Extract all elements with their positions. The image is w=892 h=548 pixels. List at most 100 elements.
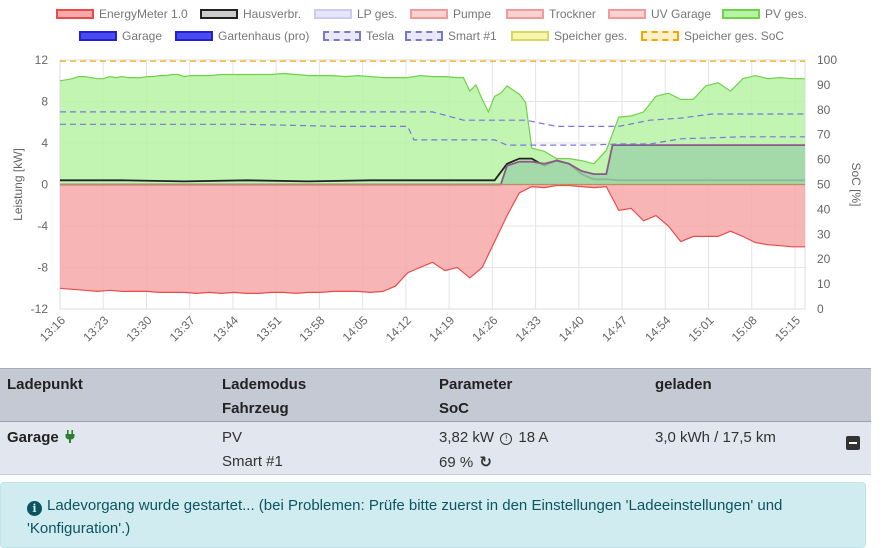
header-parameter: Parameter — [439, 376, 513, 393]
header-lademodus: Lademodus — [222, 376, 307, 393]
legend-item-energymeter-1-0[interactable]: EnergyMeter 1.0 — [56, 7, 188, 21]
x-tick-label: 14:40 — [556, 313, 587, 344]
x-tick-label: 15:08 — [729, 313, 760, 344]
power-chart: EnergyMeter 1.0 Hausverbr. LP ges. Pumpe Tro… — [11, 7, 863, 344]
legend-swatch — [722, 9, 760, 19]
soc-cell: 69 % ↻ — [439, 453, 492, 471]
x-tick-label: 13:30 — [123, 313, 154, 344]
legend-label: Pumpe — [453, 7, 492, 21]
soc-value: 69 % — [439, 454, 474, 471]
header-fahrzeug: Fahrzeug — [222, 400, 289, 417]
series-pv-ges-line — [59, 72, 805, 165]
legend-swatch — [175, 31, 213, 41]
x-tick-label: 14:47 — [599, 313, 630, 344]
x-tick-label: 13:37 — [167, 313, 198, 344]
y-tick-label: 0 — [41, 178, 48, 192]
info-icon: i — [27, 501, 42, 516]
vehicle-name[interactable]: Smart #1 — [222, 453, 283, 470]
legend-item-speicher-ges[interactable]: Speicher ges. — [511, 29, 627, 43]
legend-swatch — [79, 31, 117, 41]
legend-label: Hausverbr. — [243, 7, 302, 21]
header-soc: SoC — [439, 400, 469, 417]
legend-label: Smart #1 — [448, 29, 497, 43]
legend-item-pumpe[interactable]: Pumpe — [410, 7, 491, 21]
legend-label: Garage — [122, 29, 163, 43]
x-tick-label: 13:16 — [37, 313, 68, 344]
x-tick-label: 13:23 — [80, 313, 111, 344]
legend-item-lp-ges[interactable]: LP ges. — [314, 7, 397, 21]
y-right-tick-label: 70 — [817, 128, 831, 142]
legend-label: Trockner — [549, 7, 596, 21]
y-right-tick-label: 50 — [817, 178, 831, 192]
y-right-tick-label: 100 — [817, 53, 837, 67]
charge-power: 3,82 kW — [439, 429, 495, 446]
series-energymeter-1-0-line — [59, 184, 805, 295]
x-tick-label: 15:15 — [772, 313, 803, 344]
x-tick-label: 15:01 — [686, 313, 717, 344]
x-tick-label: 13:44 — [210, 313, 241, 344]
legend-label: Gartenhaus (pro) — [218, 29, 310, 43]
collapse-button[interactable] — [846, 436, 860, 450]
y-right-axis-label: SoC [%] — [849, 162, 863, 206]
y-right-tick-label: 30 — [817, 227, 831, 241]
y-right-tick-label: 60 — [817, 153, 831, 167]
legend-swatch — [405, 31, 443, 41]
legend-item-speicher-ges-soc[interactable]: Speicher ges. SoC — [641, 29, 784, 43]
legend-item-gartenhaus-pro[interactable]: Gartenhaus (pro) — [175, 29, 309, 43]
x-tick-label: 14:26 — [469, 313, 500, 344]
legend-swatch — [314, 9, 352, 19]
legend-item-garage[interactable]: Garage — [79, 29, 162, 43]
legend-label: Speicher ges. SoC — [684, 29, 785, 43]
y-right-tick-label: 40 — [817, 202, 831, 216]
y-right-tick-label: 0 — [817, 302, 824, 316]
table-row: Garage PV Smart #1 3,82 kW ! 18 A 69 % ↻… — [0, 422, 871, 475]
table-header: Ladepunkt Lademodus Fahrzeug Parameter S… — [0, 368, 871, 422]
x-tick-label: 14:19 — [426, 313, 457, 344]
legend-swatch — [506, 9, 544, 19]
legend-item-pv-ges[interactable]: PV ges. — [722, 7, 807, 21]
legend-label: LP ges. — [357, 7, 398, 21]
chargepoint-table: Ladepunkt Lademodus Fahrzeug Parameter S… — [0, 368, 871, 475]
legend-swatch — [410, 9, 448, 19]
alert-message: Ladevorgang wurde gestartet... (bei Prob… — [27, 497, 783, 537]
chargepoint-name-cell: Garage — [7, 429, 75, 446]
legend-swatch — [511, 31, 549, 41]
charge-current: 18 A — [518, 429, 549, 446]
legend-swatch — [608, 9, 646, 19]
plug-icon — [65, 430, 75, 443]
y-tick-label: 8 — [41, 95, 48, 109]
x-tick-label: 13:51 — [253, 313, 284, 344]
charge-mode[interactable]: PV — [222, 429, 243, 446]
legend-item-smart-1[interactable]: Smart #1 — [405, 29, 497, 43]
y-tick-label: 4 — [41, 136, 48, 150]
legend-swatch — [323, 31, 361, 41]
legend-swatch — [56, 9, 94, 19]
header-geladen: geladen — [655, 376, 712, 393]
legend-label: Tesla — [366, 29, 395, 43]
current-icon: ! — [500, 433, 513, 445]
y-tick-label: -4 — [37, 219, 48, 233]
legend-item-uv-garage[interactable]: UV Garage — [608, 7, 711, 21]
legend-item-trockner[interactable]: Trockner — [506, 7, 596, 21]
y-tick-label: -12 — [31, 302, 49, 316]
chargepoint-name: Garage — [7, 429, 59, 446]
x-tick-label: 13:58 — [296, 313, 327, 344]
y-tick-label: 12 — [35, 53, 49, 67]
legend-label: PV ges. — [765, 7, 808, 21]
legend-swatch — [200, 9, 238, 19]
legend-item-hausverbr[interactable]: Hausverbr. — [200, 7, 301, 21]
legend-item-tesla[interactable]: Tesla — [323, 29, 394, 43]
x-tick-label: 14:33 — [513, 313, 544, 344]
legend-swatch — [641, 31, 679, 41]
legend-label: EnergyMeter 1.0 — [99, 7, 188, 21]
y-axis-label: Leistung [kW] — [11, 148, 25, 221]
legend-label: Speicher ges. — [554, 29, 628, 43]
y-right-tick-label: 20 — [817, 252, 831, 266]
charge-parameter: 3,82 kW ! 18 A — [439, 429, 548, 446]
x-tick-label: 14:54 — [642, 313, 673, 344]
charged-energy: 3,0 kWh / 17,5 km — [655, 429, 776, 446]
refresh-icon[interactable]: ↻ — [479, 454, 492, 471]
series-garage-area — [60, 145, 805, 185]
x-tick-label: 14:12 — [383, 313, 414, 344]
